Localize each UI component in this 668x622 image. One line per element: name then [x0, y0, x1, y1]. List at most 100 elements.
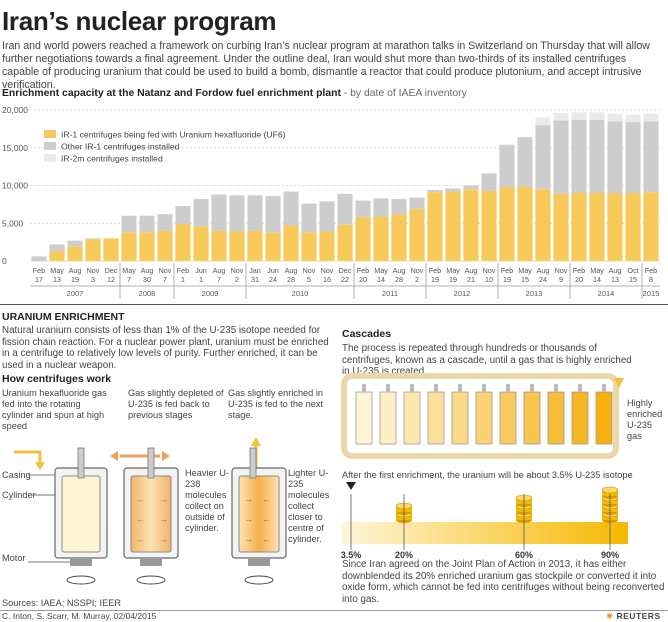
bar-segment	[355, 217, 371, 261]
x-tick-day: 20	[575, 275, 583, 284]
bar-segment	[49, 244, 65, 252]
x-tick-month: May	[590, 266, 604, 275]
x-tick-month: Jun	[195, 266, 207, 275]
x-tick-day: 1	[199, 275, 203, 284]
cascades-text: The process is repeated through hundreds…	[342, 343, 632, 378]
x-tick-month: Dec	[339, 266, 352, 275]
scale-labels: 3.5% 20% 60% 90%	[341, 550, 619, 560]
cascade-centrifuge	[379, 391, 397, 445]
x-tick-day: 17	[35, 275, 43, 284]
svg-text:←: ←	[262, 514, 271, 524]
scale-marker-icon	[346, 482, 356, 490]
bar-segment	[301, 203, 317, 233]
bar-segment	[157, 230, 173, 261]
x-tick-month: May	[518, 266, 532, 275]
y-tick-label: 20,000	[2, 105, 28, 115]
reuters-icon: ✳	[606, 611, 614, 621]
x-tick-day: 2	[415, 275, 419, 284]
bar-segment	[625, 193, 641, 261]
chart-y-axis: 0 5,000 10,000 15,000 20,000	[2, 105, 28, 266]
year-label: 2007	[67, 289, 84, 298]
cascade-centrifuge	[475, 391, 493, 445]
bar-segment	[139, 215, 155, 233]
cascade-centrifuge	[427, 391, 445, 445]
cascade-centrifuge	[547, 391, 565, 445]
bar-segment	[391, 199, 407, 215]
year-label: 2010	[292, 289, 309, 298]
scale-stacks	[350, 486, 619, 550]
x-tick-day: 10	[485, 275, 493, 284]
bar-segment	[481, 190, 497, 261]
bar-segment	[301, 232, 317, 261]
bar-segment	[211, 194, 227, 231]
bar-segment	[481, 173, 497, 191]
centrifuge-diagram: ← → ← → ← → → ← → ← → ←	[14, 437, 287, 585]
bar-segment	[535, 125, 551, 190]
first-enrichment-text: After the first enrichment, the uranium …	[342, 470, 633, 480]
bar-segment	[589, 112, 605, 120]
centrifuge-step-3: Gas slightly enriched in U-235 is fed to…	[228, 388, 323, 420]
legend-swatch	[44, 142, 56, 150]
x-tick-day: 19	[431, 275, 439, 284]
legend-swatch	[44, 130, 56, 138]
uranium-disc-top	[601, 486, 619, 494]
bar-segment	[247, 230, 263, 261]
svg-text:→: →	[159, 534, 168, 544]
x-tick-day: 31	[251, 275, 259, 284]
x-tick-day: 7	[127, 275, 131, 284]
bar-segment	[571, 112, 587, 120]
bar-segment	[265, 232, 281, 261]
x-tick-day: 3	[91, 275, 95, 284]
bar-segment	[409, 208, 425, 261]
bar-segment	[139, 232, 155, 261]
footer-divider	[0, 610, 668, 611]
enrichment-gradient-bar	[342, 522, 628, 544]
bar-segment	[121, 215, 137, 233]
year-label: 2009	[202, 289, 219, 298]
year-label: 2008	[139, 289, 156, 298]
scale-level-label: 20%	[395, 550, 413, 560]
x-tick-month: Aug	[213, 266, 226, 275]
y-tick-label: 10,000	[2, 181, 28, 191]
reuters-brand: REUTERS	[616, 611, 661, 621]
bar-segment	[175, 224, 191, 261]
chart-legend: IR-1 centrifuges being fed with Uranium …	[44, 130, 286, 164]
bar-segment	[265, 196, 281, 233]
lighter-label: Lighter U-235 molecules collect closer t…	[288, 468, 330, 544]
bar-segment	[193, 199, 209, 227]
legend-swatch	[44, 154, 56, 162]
bar-segment	[643, 192, 659, 261]
x-tick-month: Feb	[501, 266, 513, 275]
bar-segment	[373, 216, 389, 261]
bar-segment	[607, 121, 623, 194]
cascade-spindle	[554, 384, 558, 392]
cascade-spindle	[530, 384, 534, 392]
cascades-heading: Cascades	[342, 328, 392, 340]
page-title: Iran’s nuclear program	[2, 6, 277, 36]
bar-segment	[427, 192, 443, 261]
year-label: 2011	[382, 289, 398, 298]
year-label: 2013	[526, 289, 543, 298]
x-tick-day: 14	[593, 275, 601, 284]
bar-segment	[337, 193, 353, 225]
bar-segment	[247, 195, 263, 231]
cascade-centrifuge	[499, 391, 517, 445]
centrifuges-heading: How centrifuges work	[2, 373, 112, 385]
svg-text:→: →	[159, 494, 168, 504]
legend-label: IR-2m centrifuges installed	[61, 154, 163, 164]
svg-text:→: →	[244, 494, 253, 504]
x-tick-month: Nov	[303, 266, 316, 275]
bar-segment	[643, 113, 659, 122]
bar-segment	[157, 214, 173, 231]
svg-text:←: ←	[262, 494, 271, 504]
cascade-spindle	[458, 384, 462, 392]
x-tick-month: Aug	[465, 266, 478, 275]
cascade-centrifuge	[595, 391, 613, 445]
x-tick-month: Nov	[411, 266, 424, 275]
bar-segment	[463, 189, 479, 261]
x-tick-month: Aug	[393, 266, 406, 275]
bar-segment	[31, 256, 47, 261]
x-tick-day: 24	[539, 275, 547, 284]
bar-segment	[589, 193, 605, 261]
